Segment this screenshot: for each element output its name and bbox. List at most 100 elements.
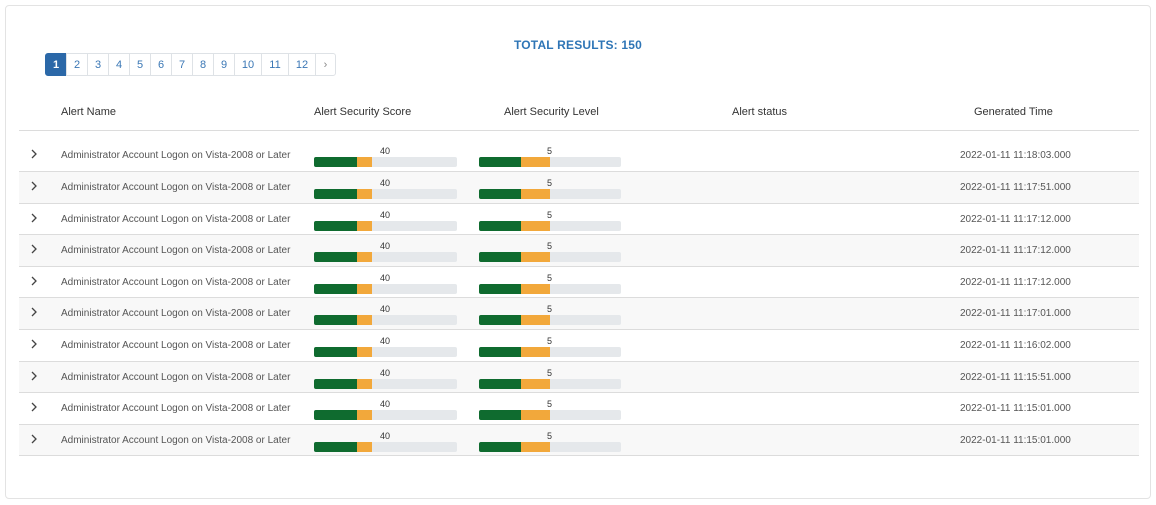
generated-time: 2022-01-11 11:17:12.000 [960, 245, 1071, 257]
security-level-track [479, 378, 621, 389]
page-12-button[interactable]: 12 [288, 53, 316, 76]
security-level-value: 5 [547, 272, 553, 283]
page-5-button[interactable]: 5 [129, 53, 151, 76]
score-segment-green [314, 283, 357, 294]
security-score-value: 40 [380, 146, 391, 156]
generated-time: 2022-01-11 11:17:12.000 [960, 276, 1071, 288]
level-segment-orange [521, 346, 550, 357]
score-segment-orange [357, 410, 372, 421]
chevron-right-icon[interactable] [30, 213, 40, 223]
security-level-value: 5 [547, 367, 553, 378]
table-row[interactable]: Administrator Account Logon on Vista-200… [19, 393, 1139, 425]
chevron-right-icon[interactable] [30, 402, 40, 412]
alert-name: Administrator Account Logon on Vista-200… [61, 213, 291, 225]
chevron-right-icon[interactable] [30, 181, 40, 191]
table-row[interactable]: Administrator Account Logon on Vista-200… [19, 361, 1139, 394]
level-segment-orange [521, 189, 550, 199]
table-row[interactable]: Administrator Account Logon on Vista-200… [19, 235, 1139, 267]
table-row[interactable]: Administrator Account Logon on Vista-200… [19, 298, 1139, 330]
security-level-track [479, 441, 621, 452]
table-row[interactable]: Administrator Account Logon on Vista-200… [19, 330, 1139, 362]
chevron-right-icon[interactable] [30, 434, 40, 444]
level-segment-orange [521, 220, 550, 231]
security-score-track [314, 189, 457, 199]
alert-name: Administrator Account Logon on Vista-200… [61, 403, 291, 415]
score-segment-green [314, 378, 357, 389]
generated-time: 2022-01-11 11:15:01.000 [960, 403, 1071, 415]
table-row[interactable]: Administrator Account Logon on Vista-200… [19, 267, 1139, 299]
pagination: 1 2 3 4 5 6 7 8 9 10 11 12 › [45, 53, 336, 76]
level-segment-green [479, 441, 521, 452]
page-6-button[interactable]: 6 [150, 53, 172, 76]
score-segment-orange [357, 157, 372, 167]
alert-name: Administrator Account Logon on Vista-200… [61, 434, 291, 446]
score-segment-green [314, 315, 357, 326]
level-segment-green [479, 410, 521, 421]
generated-time: 2022-01-11 11:15:01.000 [960, 434, 1071, 446]
level-segment-green [479, 346, 521, 357]
security-level-value: 5 [547, 335, 553, 346]
page-2-button[interactable]: 2 [66, 53, 88, 76]
header-alert-name[interactable]: Alert Name [61, 106, 117, 118]
page-7-button[interactable]: 7 [171, 53, 193, 76]
security-score-track [314, 283, 457, 294]
score-segment-orange [357, 378, 372, 389]
level-segment-green [479, 315, 521, 326]
page-3-button[interactable]: 3 [87, 53, 109, 76]
security-score-track [314, 252, 457, 263]
chevron-right-icon[interactable] [30, 244, 40, 254]
score-segment-orange [357, 189, 372, 199]
security-level-value: 5 [547, 146, 553, 156]
header-alert-security-level[interactable]: Alert Security Level [504, 106, 599, 118]
security-level-track [479, 315, 621, 326]
security-score-value: 40 [380, 304, 391, 315]
score-segment-orange [357, 220, 372, 231]
table-row[interactable]: Administrator Account Logon on Vista-200… [19, 172, 1139, 204]
header-generated-time[interactable]: Generated Time [974, 106, 1053, 118]
level-segment-green [479, 252, 521, 263]
page-4-button[interactable]: 4 [108, 53, 130, 76]
security-score-value: 40 [380, 178, 391, 188]
level-segment-orange [521, 441, 550, 452]
security-level-track [479, 283, 621, 294]
generated-time: 2022-01-11 11:15:51.000 [960, 371, 1071, 383]
security-score-value: 40 [380, 209, 391, 220]
level-segment-orange [521, 378, 550, 389]
page-11-button[interactable]: 11 [261, 53, 289, 76]
page-10-button[interactable]: 10 [234, 53, 262, 76]
generated-time: 2022-01-11 11:17:12.000 [960, 213, 1071, 225]
page-1-button[interactable]: 1 [45, 53, 67, 76]
security-level-track [479, 252, 621, 263]
alert-name: Administrator Account Logon on Vista-200… [61, 276, 291, 288]
chevron-right-icon[interactable] [30, 307, 40, 317]
alert-name: Administrator Account Logon on Vista-200… [61, 308, 291, 320]
security-score-track [314, 410, 457, 421]
chevron-right-icon[interactable] [30, 149, 40, 159]
security-level-value: 5 [547, 304, 553, 315]
score-segment-green [314, 157, 357, 167]
alerts-table-body: Administrator Account Logon on Vista-200… [19, 140, 1139, 457]
generated-time: 2022-01-11 11:16:02.000 [960, 339, 1071, 351]
table-row[interactable]: Administrator Account Logon on Vista-200… [19, 140, 1139, 172]
score-segment-green [314, 441, 357, 452]
next-page-button[interactable]: › [315, 53, 336, 76]
header-alert-security-score[interactable]: Alert Security Score [314, 106, 412, 118]
generated-time: 2022-01-11 11:18:03.000 [960, 150, 1071, 161]
chevron-right-icon[interactable] [30, 339, 40, 349]
alert-name: Administrator Account Logon on Vista-200… [61, 150, 291, 161]
header-alert-status[interactable]: Alert status [732, 106, 788, 118]
chevron-right-icon[interactable] [30, 371, 40, 381]
table-row[interactable]: Administrator Account Logon on Vista-200… [19, 424, 1139, 457]
table-row[interactable]: Administrator Account Logon on Vista-200… [19, 204, 1139, 236]
security-score-track [314, 157, 457, 167]
security-level-track [479, 220, 621, 231]
security-score-value: 40 [380, 272, 391, 283]
security-score-track [314, 346, 457, 357]
security-score-track [314, 220, 457, 231]
security-score-track [314, 441, 457, 452]
page-9-button[interactable]: 9 [213, 53, 235, 76]
page-8-button[interactable]: 8 [192, 53, 214, 76]
chevron-right-icon[interactable] [30, 276, 40, 286]
alert-name: Administrator Account Logon on Vista-200… [61, 371, 291, 383]
score-segment-orange [357, 283, 372, 294]
